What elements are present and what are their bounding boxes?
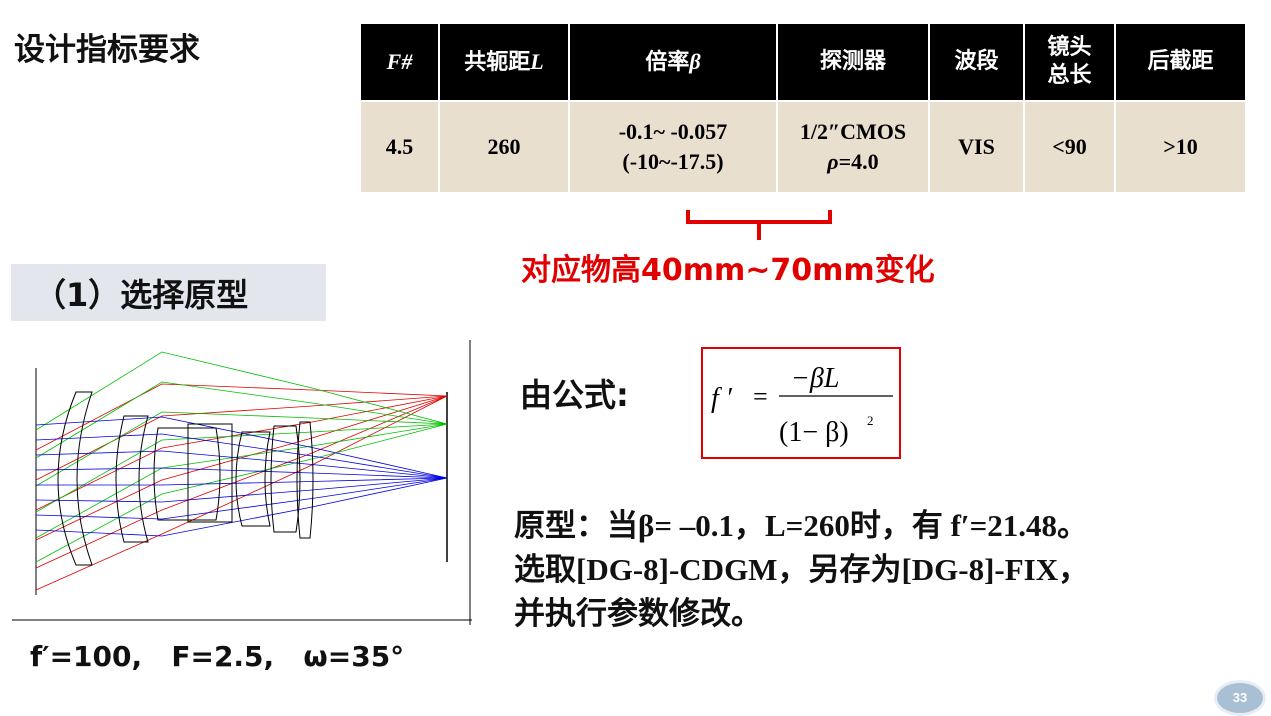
ray-line	[35, 477, 448, 503]
cell-bfl: >10	[1115, 100, 1245, 192]
formula-denominator: (1− β)	[779, 417, 849, 448]
header-bfl: 后截距	[1115, 24, 1245, 101]
cell-f-number: 4.5	[361, 100, 440, 192]
lens-element-6	[270, 425, 301, 533]
step-heading: （1）选择原型	[34, 276, 249, 314]
page-number-badge: 33	[1214, 680, 1266, 716]
formula-graphic: f ′ = −βL (1− β) 2	[711, 363, 893, 448]
object-height-note: 对应物高40mm~70mm变化	[521, 253, 935, 288]
ray-line	[35, 395, 448, 511]
ray-line	[35, 467, 448, 479]
ray-line	[35, 477, 448, 537]
header-detector: 探测器	[777, 24, 930, 101]
formula-equals: =	[753, 382, 768, 411]
spec-table-value-row: 4.5 260 -0.1~ -0.057 (-10~-17.5) 1/2″CMOS…	[361, 100, 1245, 192]
formula-exponent: 2	[867, 413, 874, 428]
ray-line	[35, 450, 448, 479]
ray-bundles	[35, 351, 448, 591]
lens-element-2	[115, 415, 149, 543]
lens-element-3	[153, 427, 221, 521]
lens-element-5	[235, 431, 271, 527]
formula-box: f ′ = −βL (1− β) 2	[701, 347, 901, 459]
formula-numerator: −βL	[791, 363, 839, 394]
slide-title: 设计指标要求	[14, 32, 200, 68]
result-line-3: 并执行参数修改。	[514, 596, 762, 631]
ray-line	[35, 423, 448, 563]
formula-lhs: f ′	[711, 383, 733, 414]
ray-line	[35, 381, 448, 459]
prototype-params: f′=100, F=2.5, ω=35°	[30, 640, 405, 673]
spec-table: F# 共轭距L 倍率β 探测器 波段 镜头 总长 后截距 4.5 260 -0.1…	[361, 24, 1245, 192]
lens-layout-diagram	[12, 340, 472, 625]
step-heading-background	[11, 264, 326, 321]
lens-elements	[57, 391, 314, 566]
cell-magnification: -0.1~ -0.057 (-10~-17.5)	[569, 100, 778, 192]
ray-line	[35, 395, 448, 591]
header-conjugate: 共轭距L	[439, 24, 570, 101]
ray-line	[36, 477, 448, 486]
header-f-number: F#	[361, 24, 440, 101]
ray-line	[35, 416, 448, 479]
lens-element-7	[296, 421, 314, 539]
header-band: 波段	[929, 24, 1025, 101]
cell-band: VIS	[929, 100, 1025, 192]
result-line-2: 选取[DG-8]-CDGM，另存为[DG-8]-FIX，	[514, 552, 1090, 587]
ray-line	[35, 477, 448, 520]
ray-line	[35, 351, 448, 431]
formula-label: 由公式:	[520, 376, 629, 414]
ray-line	[35, 423, 448, 513]
ray-line	[35, 395, 448, 481]
lens-element-1	[57, 391, 93, 566]
ray-line	[35, 383, 448, 451]
result-text: 原型：当β= –0.1，L=260时，有 f′=21.48。 选取[DG-8]-…	[514, 504, 1089, 636]
ray-line	[35, 411, 448, 487]
red-bracket-tick	[757, 222, 761, 240]
ray-line	[35, 433, 448, 479]
cell-conjugate: 260	[439, 100, 570, 192]
cell-detector: 1/2″CMOS ρ=4.0	[777, 100, 930, 192]
cell-length: <90	[1024, 100, 1116, 192]
ray-line	[35, 395, 448, 569]
header-length: 镜头 总长	[1024, 24, 1116, 101]
header-magnification: 倍率β	[569, 24, 778, 101]
result-line-1: 原型：当β= –0.1，L=260时，有 f′=21.48。	[514, 508, 1089, 543]
lens-element-4	[187, 423, 233, 523]
spec-table-header-row: F# 共轭距L 倍率β 探测器 波段 镜头 总长 后截距	[361, 24, 1245, 101]
page-number: 33	[1232, 690, 1248, 705]
